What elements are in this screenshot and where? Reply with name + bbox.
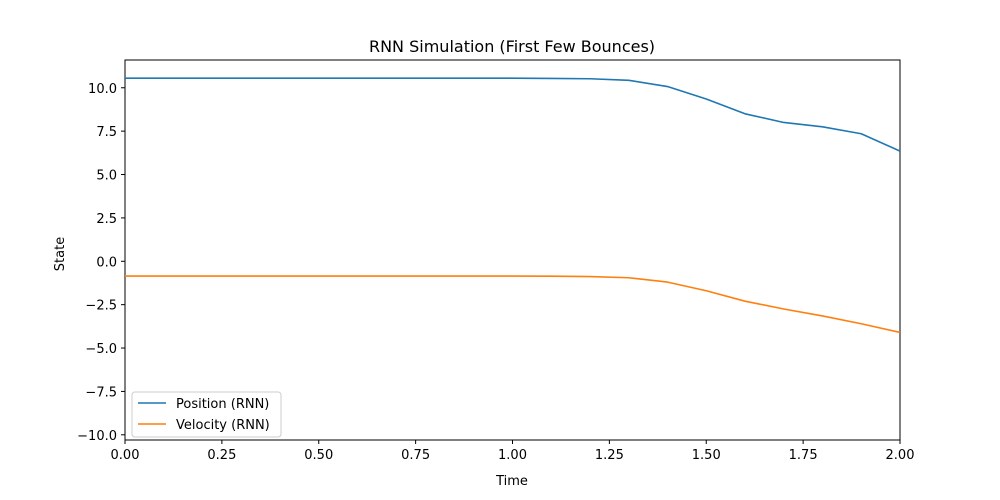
x-tick-label: 0.25 — [207, 448, 236, 463]
legend-label: Velocity (RNN) — [176, 418, 270, 433]
x-tick-label: 1.25 — [595, 448, 624, 463]
x-tick-label: 0.00 — [111, 448, 140, 463]
x-axis-title: Time — [495, 474, 528, 489]
y-axis: −10.0 −7.5 −5.0 −2.5 0.0 2.5 5.0 7.5 10.0 — [77, 82, 125, 444]
x-tick-label: 0.50 — [304, 448, 333, 463]
series-layer — [125, 77, 901, 334]
y-tick-label: 0.0 — [96, 255, 117, 270]
x-tick-label: 1.00 — [498, 448, 527, 463]
y-tick-label: −10.0 — [77, 429, 117, 444]
plot-area — [124, 59, 901, 441]
plot-frame — [124, 59, 901, 441]
series-line-position — [125, 77, 901, 152]
x-tick-label: 0.75 — [401, 448, 430, 463]
legend-label: Position (RNN) — [176, 397, 269, 412]
x-tick-label: 1.75 — [789, 448, 818, 463]
x-tick-label: 1.50 — [692, 448, 721, 463]
legend: Position (RNN) Velocity (RNN) — [131, 391, 282, 438]
x-tick-label: 2.00 — [886, 448, 915, 463]
y-tick-label: 2.5 — [96, 212, 117, 227]
series-line-velocity — [125, 275, 901, 334]
y-tick-label: 10.0 — [88, 82, 117, 97]
y-tick-label: −2.5 — [85, 299, 117, 314]
legend-box — [131, 391, 282, 438]
y-tick-label: 5.0 — [96, 169, 117, 184]
x-axis: 0.00 0.25 0.50 0.75 1.00 1.25 1.50 1.75 2.00 — [111, 440, 915, 463]
y-axis-title: State — [53, 237, 68, 271]
chart-title: RNN Simulation (First Few Bounces) — [369, 37, 655, 56]
y-tick-label: −5.0 — [85, 342, 117, 357]
y-tick-label: 7.5 — [96, 125, 117, 140]
y-tick-label: −7.5 — [85, 385, 117, 400]
